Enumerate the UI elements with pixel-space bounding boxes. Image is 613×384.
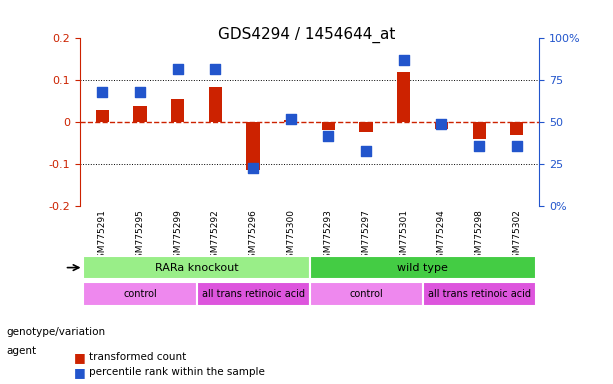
Bar	[397, 72, 410, 122]
Text: ■: ■	[74, 366, 85, 379]
Text: all trans retinoic acid: all trans retinoic acid	[202, 289, 305, 299]
Bar	[284, 120, 297, 122]
Bar	[209, 87, 222, 122]
Text: GSM775292: GSM775292	[211, 209, 220, 263]
Text: agent: agent	[6, 346, 36, 356]
Text: GSM775291: GSM775291	[98, 209, 107, 264]
Bar	[510, 122, 524, 135]
Text: GSM775298: GSM775298	[474, 209, 484, 264]
Text: GSM775299: GSM775299	[173, 209, 182, 264]
Point	[210, 66, 220, 72]
Point	[173, 66, 183, 72]
Text: RARa knockout: RARa knockout	[154, 263, 238, 273]
Bar	[473, 122, 485, 139]
Text: GSM775302: GSM775302	[512, 209, 521, 264]
Text: transformed count: transformed count	[89, 352, 186, 362]
Point	[135, 89, 145, 95]
FancyBboxPatch shape	[197, 282, 310, 306]
Text: percentile rank within the sample: percentile rank within the sample	[89, 367, 265, 377]
FancyBboxPatch shape	[310, 256, 536, 280]
Text: all trans retinoic acid: all trans retinoic acid	[428, 289, 531, 299]
Text: control: control	[349, 289, 383, 299]
FancyBboxPatch shape	[310, 282, 422, 306]
Bar	[359, 122, 373, 132]
Text: GSM775300: GSM775300	[286, 209, 295, 264]
Bar	[322, 122, 335, 130]
Point	[248, 165, 258, 171]
Point	[361, 148, 371, 154]
Bar	[435, 122, 448, 129]
Text: GDS4294 / 1454644_at: GDS4294 / 1454644_at	[218, 27, 395, 43]
Point	[324, 133, 333, 139]
Text: GSM775295: GSM775295	[135, 209, 145, 264]
Bar	[134, 106, 147, 122]
Bar	[246, 122, 260, 170]
Text: genotype/variation: genotype/variation	[6, 327, 105, 337]
Point	[399, 57, 409, 63]
Point	[512, 143, 522, 149]
FancyBboxPatch shape	[422, 282, 536, 306]
Text: GSM775301: GSM775301	[399, 209, 408, 264]
Point	[286, 116, 295, 122]
Text: GSM775296: GSM775296	[248, 209, 257, 264]
Text: GSM775297: GSM775297	[362, 209, 371, 264]
Bar	[171, 99, 185, 122]
FancyBboxPatch shape	[83, 282, 197, 306]
Point	[436, 121, 446, 127]
Point	[474, 143, 484, 149]
Point	[97, 89, 107, 95]
Text: ■: ■	[74, 351, 85, 364]
Bar	[96, 110, 109, 122]
Text: GSM775294: GSM775294	[437, 209, 446, 263]
Text: wild type: wild type	[397, 263, 448, 273]
Text: control: control	[123, 289, 157, 299]
Text: GSM775293: GSM775293	[324, 209, 333, 264]
FancyBboxPatch shape	[83, 256, 310, 280]
